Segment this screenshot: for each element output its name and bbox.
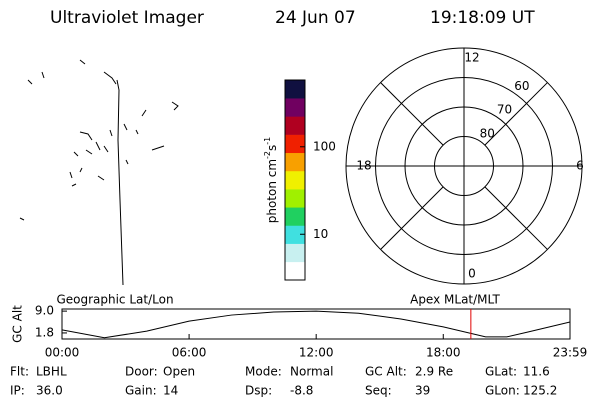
info-value: 2.9 Re xyxy=(415,365,453,379)
color-band xyxy=(285,207,305,226)
info-value: 125.2 xyxy=(523,384,557,398)
x-tick-label: 00:00 xyxy=(45,346,80,360)
label-exponent: -1 xyxy=(263,137,272,145)
color-band xyxy=(285,189,305,208)
y-axis-label: GC Alt xyxy=(11,305,25,343)
label-text: s xyxy=(265,145,279,151)
info-label: GLon: xyxy=(485,384,520,398)
map-outline xyxy=(19,59,179,286)
x-tick-label: 06:00 xyxy=(172,346,207,360)
date: 24 Jun 07 xyxy=(275,8,356,28)
polar-spoke xyxy=(484,82,548,146)
mlt-label: 6 xyxy=(576,159,584,173)
color-band xyxy=(285,152,305,172)
color-band xyxy=(285,170,305,190)
polar-spoke xyxy=(380,186,444,250)
info-label: Gain: xyxy=(125,384,157,398)
colorbar-label: photon cm-2s-1 xyxy=(263,137,279,224)
info-value: Open xyxy=(163,365,195,379)
mlt-label: 12 xyxy=(464,51,479,65)
info-value: 11.6 xyxy=(523,365,550,379)
info-value: 14 xyxy=(163,384,178,398)
colorbar-frame xyxy=(284,79,306,281)
color-band xyxy=(285,80,305,99)
title: Ultraviolet Imager xyxy=(50,8,204,28)
info-label: GC Alt: xyxy=(365,365,407,379)
info-label: GLat: xyxy=(485,365,517,379)
color-band xyxy=(285,243,305,263)
y-tick-label: 1.8 xyxy=(35,325,54,339)
time: 19:18:09 UT xyxy=(430,8,535,28)
x-tick-label: 23:59 xyxy=(553,346,588,360)
mlt-label: 18 xyxy=(356,159,371,173)
altitude-line xyxy=(61,310,571,339)
polar-title: Apex MLat/MLT xyxy=(410,293,500,307)
x-tick-label: 12:00 xyxy=(299,346,334,360)
polar-ring-label: 60 xyxy=(514,79,529,93)
map-title: Geographic Lat/Lon xyxy=(56,293,173,307)
color-band xyxy=(285,116,305,135)
colorbar-tick-label: 100 xyxy=(313,139,336,153)
label-exponent: -2 xyxy=(263,151,272,159)
label-text: photon cm xyxy=(265,159,279,223)
info-value: LBHL xyxy=(36,365,67,379)
color-band xyxy=(285,225,305,244)
polar-spoke xyxy=(484,186,548,250)
color-band xyxy=(285,261,305,281)
info-value: 36.0 xyxy=(36,384,63,398)
info-label: Door: xyxy=(125,365,158,379)
polar-spoke xyxy=(380,82,444,146)
info-label: Mode: xyxy=(245,365,282,379)
color-band xyxy=(285,134,305,154)
polar-ring-label: 80 xyxy=(480,127,495,141)
info-label: IP: xyxy=(10,384,25,398)
info-label: Seq: xyxy=(365,384,392,398)
info-label: Dsp: xyxy=(245,384,272,398)
mlt-label: 0 xyxy=(468,267,476,281)
polar-ring-label: 70 xyxy=(497,103,512,117)
x-tick-label: 18:00 xyxy=(426,346,461,360)
y-tick-label: 9.0 xyxy=(35,304,54,318)
info-label: Flt: xyxy=(10,365,29,379)
info-value: Normal xyxy=(290,365,333,379)
info-value: -8.8 xyxy=(290,384,313,398)
color-band xyxy=(285,98,305,117)
colorbar-tick-label: 10 xyxy=(313,227,328,241)
info-value: 39 xyxy=(415,384,430,398)
